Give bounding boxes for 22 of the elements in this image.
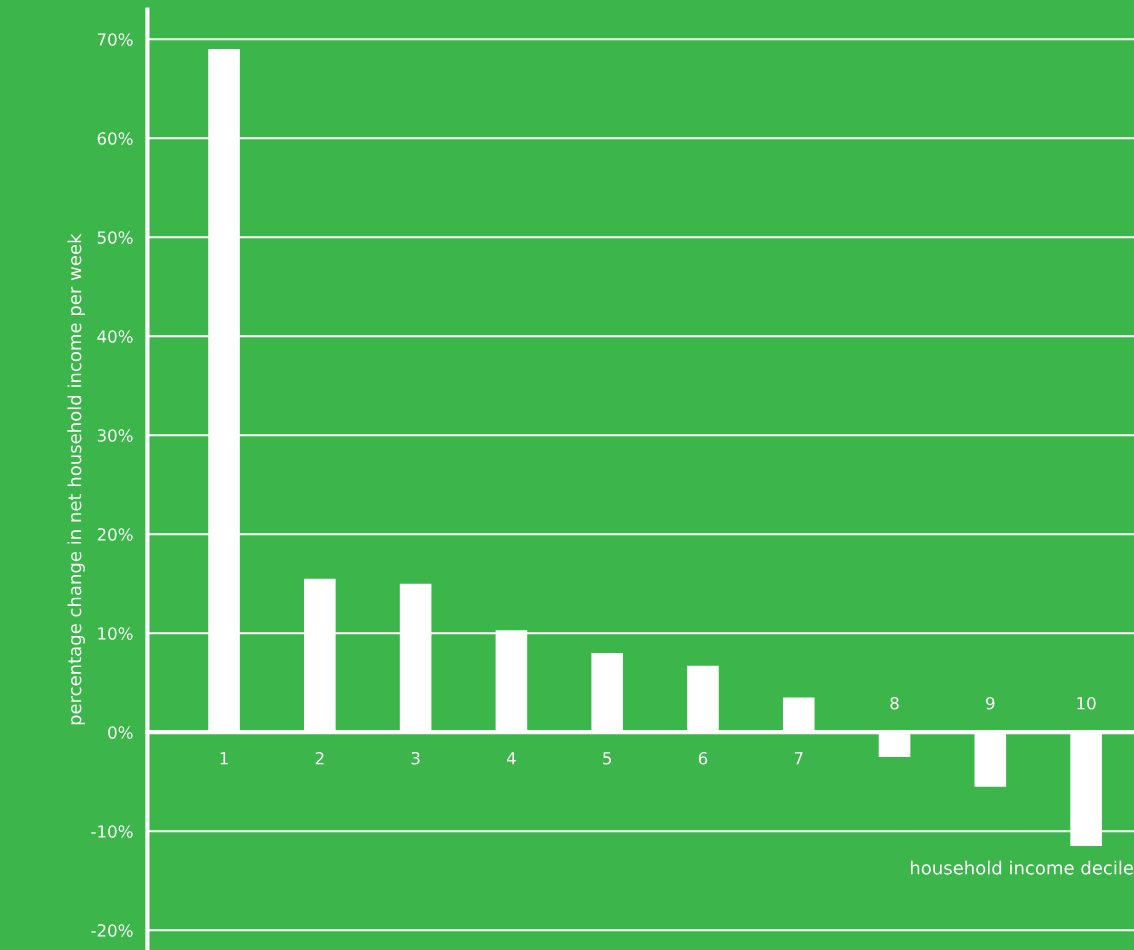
y-tick-label: -10%: [91, 825, 133, 838]
x-tick-label: 6: [698, 751, 708, 765]
y-tick-label: -20%: [91, 924, 133, 937]
y-tick-label: 60%: [97, 132, 133, 145]
x-axis-title: household income decile: [910, 860, 1134, 875]
y-tick-label: 70%: [97, 33, 133, 46]
y-axis-title: percentage change in net household income per week: [67, 233, 85, 725]
x-tick-label: 4: [506, 752, 516, 765]
y-tick-label: 50%: [97, 231, 133, 244]
x-tick-label: 7: [794, 752, 803, 765]
x-tick-label: 1: [220, 752, 228, 765]
y-tick-label: 30%: [97, 429, 133, 442]
x-tick-label: 10: [1077, 696, 1096, 710]
y-tick-label: 40%: [97, 330, 133, 343]
x-tick-label: 9: [986, 696, 995, 710]
y-tick-label: 20%: [97, 528, 133, 541]
y-tick-label: 10%: [98, 627, 133, 640]
x-tick-label: 3: [411, 751, 420, 765]
y-tick-label: 0%: [108, 726, 133, 739]
x-tick-label: 8: [890, 696, 899, 710]
x-tick-label: 5: [603, 752, 612, 765]
x-tick-label: 2: [315, 751, 324, 765]
